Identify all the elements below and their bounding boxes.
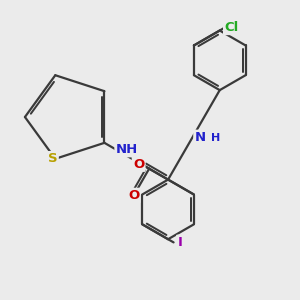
Text: I: I <box>177 236 182 249</box>
Text: O: O <box>133 158 144 171</box>
Text: NH: NH <box>116 143 138 156</box>
Text: Cl: Cl <box>224 21 239 34</box>
Text: H: H <box>211 134 220 143</box>
Text: S: S <box>48 152 58 165</box>
Text: O: O <box>128 189 139 202</box>
Text: N: N <box>194 131 206 144</box>
